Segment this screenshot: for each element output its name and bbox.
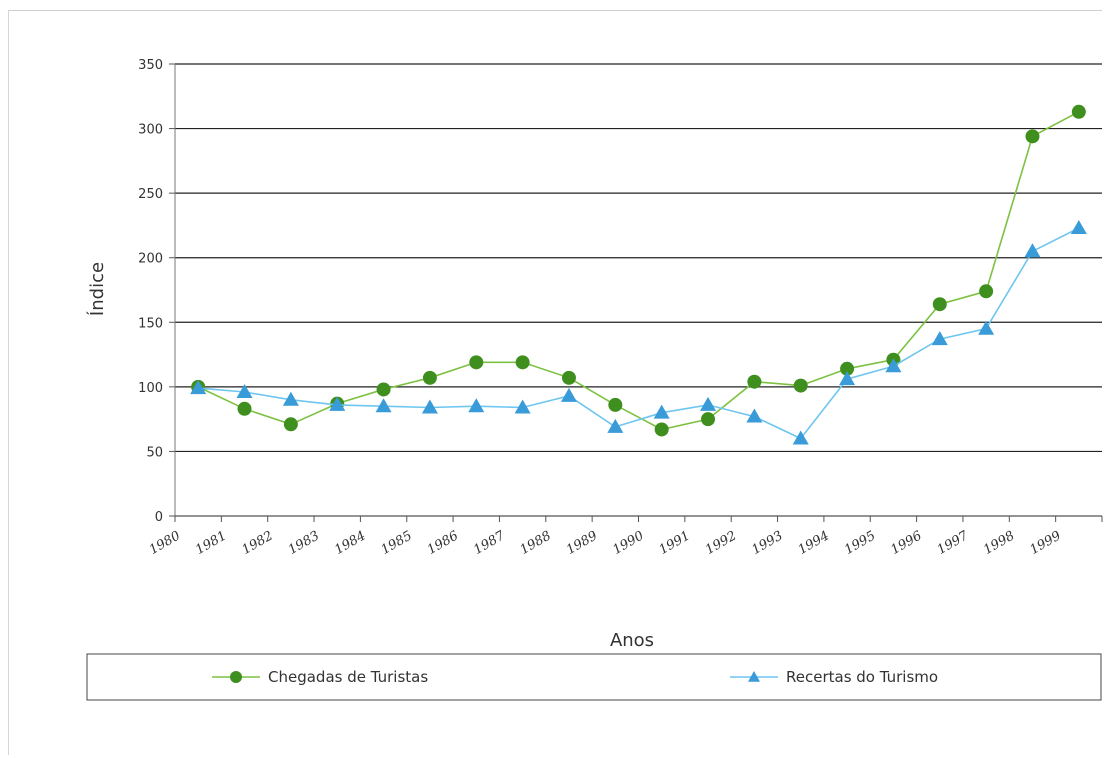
x-tick-label: 1990	[610, 528, 646, 558]
legend-item: Recertas do Turismo	[730, 668, 938, 686]
x-tick-label: 1989	[564, 528, 600, 558]
data-point	[1024, 243, 1041, 258]
x-tick-label: 1983	[286, 528, 322, 558]
x-tick-label: 1986	[425, 528, 461, 558]
gridlines	[169, 63, 1102, 517]
data-point	[421, 399, 438, 414]
data-point	[375, 398, 392, 413]
x-tick-labels: 1980 1981 1982 1983 1984 1985 1986 1987 1988 1989…	[147, 528, 1064, 558]
data-point	[236, 384, 253, 399]
legend-marker	[230, 671, 242, 683]
y-tick-label: 0	[155, 510, 163, 525]
data-point	[237, 401, 252, 416]
data-point	[190, 380, 207, 395]
x-tick-label: 1995	[842, 528, 878, 558]
data-point	[747, 374, 762, 389]
data-point	[700, 396, 717, 411]
legend-label: Chegadas de Turistas	[268, 668, 428, 686]
axes	[174, 64, 1103, 522]
data-point	[746, 408, 763, 423]
data-point	[1070, 220, 1087, 235]
series	[190, 104, 1087, 445]
x-tick-label: 1992	[703, 528, 739, 558]
data-point	[469, 355, 484, 370]
data-point	[283, 417, 298, 432]
x-tick-label: 1999	[1027, 528, 1063, 558]
data-point	[840, 361, 855, 376]
data-point	[1025, 129, 1040, 144]
data-point	[607, 418, 624, 433]
data-point	[561, 370, 576, 385]
x-tick-label: 1984	[332, 528, 368, 558]
data-point	[515, 355, 530, 370]
data-point	[514, 399, 531, 414]
series-2	[190, 220, 1087, 445]
y-tick-label: 200	[138, 252, 163, 267]
x-tick-label: 1987	[471, 528, 508, 558]
y-axis-title: Índice	[86, 262, 108, 316]
data-point	[653, 404, 670, 419]
x-tick-label: 1994	[796, 528, 832, 558]
legend-marker	[748, 671, 760, 682]
y-tick-label: 300	[138, 123, 163, 138]
data-point	[608, 397, 623, 412]
x-tick-label: 1997	[935, 528, 972, 558]
data-point	[376, 382, 391, 397]
y-tick-labels: 0 50 100 150 200 250 300 350	[138, 58, 163, 525]
data-point	[793, 378, 808, 393]
legend-label: Recertas do Turismo	[786, 668, 938, 686]
data-point	[329, 396, 346, 411]
legend-items: Chegadas de Turistas Recertas do Turismo	[212, 668, 938, 686]
legend: Chegadas de Turistas Recertas do Turismo	[86, 653, 1102, 701]
x-tick-label: 1981	[193, 528, 229, 558]
data-point	[422, 370, 437, 385]
y-tick-label: 150	[138, 316, 163, 331]
x-tick-label: 1991	[657, 528, 693, 558]
y-tick-label: 50	[146, 445, 163, 460]
data-point	[701, 412, 716, 427]
data-point	[654, 422, 669, 437]
data-point	[931, 331, 948, 346]
y-tick-label: 350	[138, 58, 163, 73]
legend-item: Chegadas de Turistas	[212, 668, 428, 686]
data-point	[979, 284, 994, 299]
x-axis-title: Anos	[610, 630, 654, 651]
x-tick-label: 1988	[518, 528, 554, 558]
data-point	[468, 398, 485, 413]
series-line	[197, 111, 1080, 431]
y-tick-label: 100	[138, 381, 163, 396]
data-point	[792, 430, 809, 445]
x-tick-label: 1993	[749, 528, 785, 558]
series-line	[198, 227, 1080, 440]
chart-frame	[8, 10, 1102, 755]
x-tick-label: 1982	[240, 528, 276, 558]
x-tick-label: 1996	[888, 528, 924, 558]
data-point	[560, 387, 577, 402]
data-point	[839, 371, 856, 386]
data-point	[978, 320, 995, 335]
x-tick-label: 1980	[147, 528, 183, 558]
data-point	[932, 297, 947, 312]
x-tick-label: 1985	[379, 528, 415, 558]
data-point	[1071, 104, 1086, 119]
data-point	[282, 391, 299, 406]
x-tick-label: 1998	[981, 528, 1017, 558]
y-tick-label: 250	[138, 187, 163, 202]
data-point	[885, 358, 902, 373]
